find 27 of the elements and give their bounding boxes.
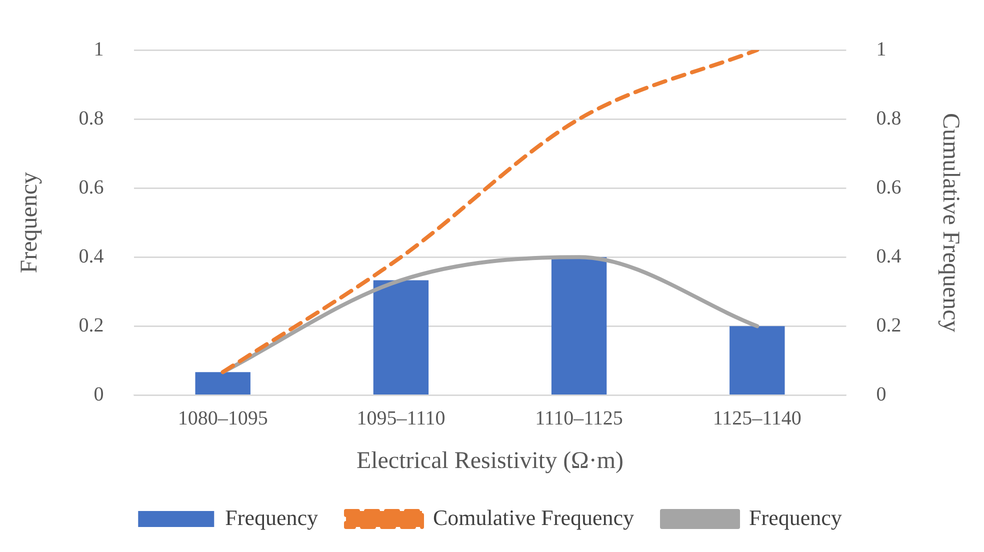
bar: [373, 280, 429, 394]
legend-label: Comulative Frequency: [432, 504, 634, 530]
y-tick-label: 0: [94, 383, 104, 406]
y-tick-label: 1: [94, 38, 104, 60]
x-axis-title: Electrical Resistivity (Ω·m): [356, 448, 624, 474]
y2-tick-label: 0.2: [876, 314, 902, 336]
x-tick-label: 1095–1110: [356, 407, 446, 430]
x-tick-label: 1110–1125: [535, 407, 623, 430]
legend-label: Frequency: [749, 504, 842, 530]
bar: [195, 372, 250, 394]
y2-tick-label: 0: [876, 383, 886, 406]
x-tick-label: 1125–1140: [712, 407, 802, 430]
y-tick-label: 0.6: [78, 176, 104, 198]
y2-tick-label: 0.4: [876, 245, 902, 268]
x-tick-label: 1080–1095: [178, 407, 268, 430]
y-tick-label: 0.2: [78, 314, 104, 336]
y-tick-label: 0.8: [78, 107, 104, 130]
y2-tick-label: 0.6: [876, 176, 902, 198]
legend-label: Frequency: [225, 504, 318, 530]
y-tick-label: 0.4: [78, 245, 104, 268]
bar: [730, 326, 785, 394]
y2-axis-title: Cumulative Frequency: [937, 112, 964, 332]
y2-tick-label: 0.8: [876, 107, 902, 130]
line-series: [220, 50, 760, 374]
bar: [551, 257, 607, 394]
y2-tick-label: 1: [876, 38, 886, 60]
y-axis-title: Frequency: [16, 172, 43, 274]
